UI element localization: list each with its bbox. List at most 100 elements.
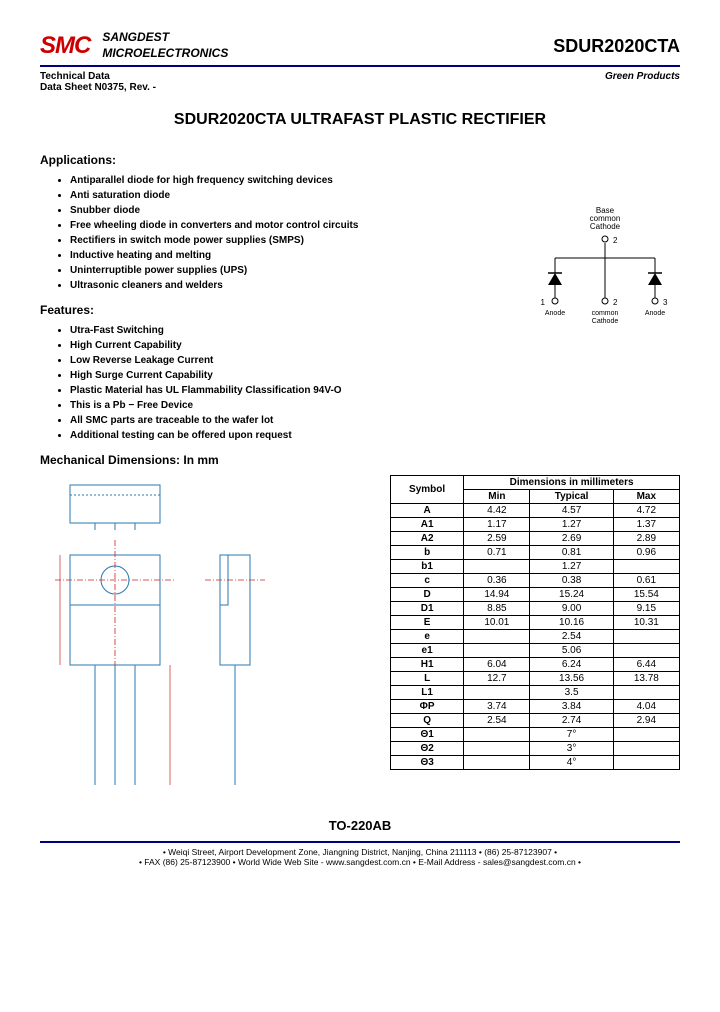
company-line2: MICROELECTRONICS: [102, 46, 228, 62]
applications-heading: Applications:: [40, 153, 530, 167]
cell-value: [464, 728, 530, 742]
package-drawing: [40, 475, 360, 808]
cell-symbol: e: [391, 630, 464, 644]
document-title: SDUR2020CTA ULTRAFAST PLASTIC RECTIFIER: [40, 111, 680, 129]
cell-symbol: L: [391, 672, 464, 686]
table-row: H16.046.246.44: [391, 658, 680, 672]
cell-value: [464, 742, 530, 756]
pin2-label1: common: [592, 310, 619, 317]
features-item: Additional testing can be offered upon r…: [70, 428, 530, 443]
cell-value: 2.94: [613, 714, 679, 728]
table-row: D18.859.009.15: [391, 602, 680, 616]
features-item: High Current Capability: [70, 338, 530, 353]
cell-symbol: Θ1: [391, 728, 464, 742]
pinout-schematic: Base common Cathode 2 1 2 3 Anode common: [530, 203, 680, 443]
diode1-triangle: [548, 273, 562, 285]
cell-value: 3.5: [530, 686, 613, 700]
cell-value: 2.74: [530, 714, 613, 728]
page-footer: • Weiqi Street, Airport Development Zone…: [40, 841, 680, 867]
cell-value: 6.44: [613, 658, 679, 672]
cell-symbol: ΦP: [391, 700, 464, 714]
cell-value: 0.36: [464, 574, 530, 588]
cell-symbol: Q: [391, 714, 464, 728]
cell-symbol: L1: [391, 686, 464, 700]
dimensions-table: Symbol Dimensions in millimeters Min Typ…: [390, 475, 680, 770]
content-top-row: Applications: Antiparallel diode for hig…: [40, 143, 680, 443]
pin3-num: 3: [663, 298, 668, 307]
cell-symbol: b1: [391, 560, 464, 574]
cell-value: [613, 756, 679, 770]
col-span-header: Dimensions in millimeters: [464, 476, 680, 490]
cell-value: [613, 560, 679, 574]
cell-value: 0.71: [464, 546, 530, 560]
cell-symbol: E: [391, 616, 464, 630]
company-name: SANGDEST MICROELECTRONICS: [102, 30, 228, 61]
schematic-svg: Base common Cathode 2 1 2 3 Anode common: [530, 203, 680, 343]
header-left: SMC SANGDEST MICROELECTRONICS: [40, 30, 228, 61]
cell-value: 4.04: [613, 700, 679, 714]
cell-value: 2.89: [613, 532, 679, 546]
cell-value: [613, 728, 679, 742]
col-symbol: Symbol: [391, 476, 464, 504]
applications-item: Inductive heating and melting: [70, 248, 530, 263]
datasheet-rev: Data Sheet N0375, Rev. -: [40, 82, 156, 93]
features-list: Utra-Fast SwitchingHigh Current Capabili…: [70, 323, 530, 443]
cell-value: 9.15: [613, 602, 679, 616]
cell-symbol: D1: [391, 602, 464, 616]
table-row: b1 1.27: [391, 560, 680, 574]
table-row: D14.9415.2415.54: [391, 588, 680, 602]
cell-value: 6.24: [530, 658, 613, 672]
cell-symbol: c: [391, 574, 464, 588]
cell-value: 6.04: [464, 658, 530, 672]
footer-line2: • FAX (86) 25-87123900 • World Wide Web …: [40, 857, 680, 867]
pin2-top-circle: [602, 236, 608, 242]
cell-value: 13.56: [530, 672, 613, 686]
applications-item: Snubber diode: [70, 203, 530, 218]
cell-value: 10.01: [464, 616, 530, 630]
cell-value: 0.96: [613, 546, 679, 560]
cell-value: 9.00: [530, 602, 613, 616]
table-row: Θ34°: [391, 756, 680, 770]
cell-value: 2.54: [464, 714, 530, 728]
footer-line1: • Weiqi Street, Airport Development Zone…: [40, 847, 680, 857]
pin2-top-num: 2: [613, 236, 618, 245]
cell-value: 15.24: [530, 588, 613, 602]
applications-item: Uninterruptible power supplies (UPS): [70, 263, 530, 278]
pin1-circle: [552, 298, 558, 304]
cell-symbol: Θ3: [391, 756, 464, 770]
cell-value: 1.27: [530, 560, 613, 574]
cell-value: 0.61: [613, 574, 679, 588]
cell-value: [464, 756, 530, 770]
cell-value: [613, 630, 679, 644]
table-row: Θ1 7°: [391, 728, 680, 742]
cell-value: 2.59: [464, 532, 530, 546]
table-row: E10.0110.1610.31: [391, 616, 680, 630]
cell-symbol: A1: [391, 518, 464, 532]
features-item: This is a Pb − Free Device: [70, 398, 530, 413]
cell-value: [464, 644, 530, 658]
tech-data-label: Technical Data: [40, 71, 156, 82]
green-products-label: Green Products: [605, 71, 680, 93]
pin3-circle: [652, 298, 658, 304]
cell-value: [464, 686, 530, 700]
cell-value: [464, 630, 530, 644]
table-row: b0.710.810.96: [391, 546, 680, 560]
cell-value: 7°: [530, 728, 613, 742]
cell-value: 12.7: [464, 672, 530, 686]
lists-column: Applications: Antiparallel diode for hig…: [40, 143, 530, 443]
table-row: Θ23°: [391, 742, 680, 756]
cell-value: 2.54: [530, 630, 613, 644]
table-row: ΦP3.743.844.04: [391, 700, 680, 714]
cell-value: 0.38: [530, 574, 613, 588]
schematic-cathode-label: Cathode: [590, 222, 621, 231]
subheader: Technical Data Data Sheet N0375, Rev. - …: [40, 71, 680, 93]
table-row: A22.592.692.89: [391, 532, 680, 546]
cell-value: 1.17: [464, 518, 530, 532]
cell-value: [613, 742, 679, 756]
applications-item: Antiparallel diode for high frequency sw…: [70, 173, 530, 188]
cell-value: 1.37: [613, 518, 679, 532]
col-min: Min: [464, 490, 530, 504]
cell-value: [464, 560, 530, 574]
cell-value: [613, 686, 679, 700]
applications-list: Antiparallel diode for high frequency sw…: [70, 173, 530, 293]
